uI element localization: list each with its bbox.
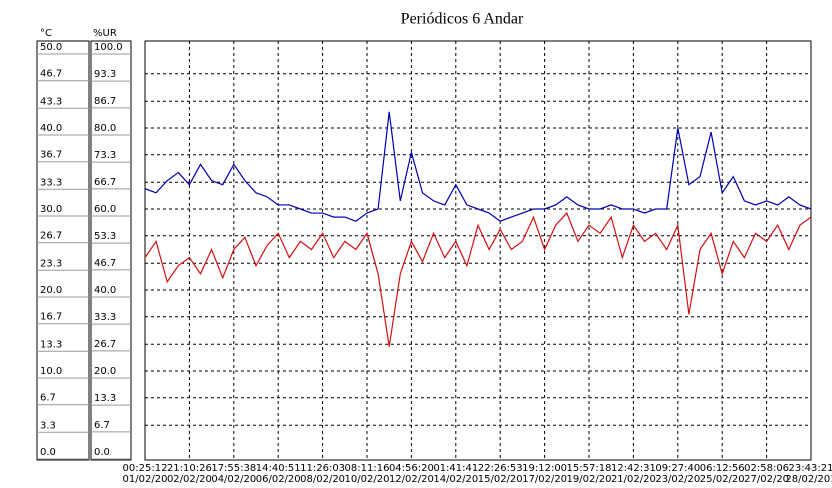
y2-axis-label: %UR <box>93 28 117 39</box>
y-tick-label: 33.3 <box>40 177 62 188</box>
y2-tick-label: 73.3 <box>94 150 116 161</box>
y-tick-label: 0.0 <box>40 447 56 458</box>
x-tick-date: 25/02/20 <box>700 474 745 485</box>
x-tick-label: 02:58:06 <box>744 463 789 474</box>
y-tick-label: 23.3 <box>40 258 62 269</box>
y2-tick-label: 60.0 <box>94 204 116 215</box>
x-tick-label: 11:26:03 <box>300 463 345 474</box>
data-line <box>144 111 812 222</box>
y-tick-label: 13.3 <box>40 339 62 350</box>
x-tick-date: 19/02/20 <box>567 474 612 485</box>
y-tick-label: 10.0 <box>40 366 62 377</box>
plot-frame <box>144 40 812 461</box>
x-tick-date: 15/02/20 <box>478 474 523 485</box>
y2-axis-box <box>90 40 132 461</box>
y2-tick-label: 80.0 <box>94 123 116 134</box>
x-tick-label: 09:27:40 <box>655 463 700 474</box>
x-tick-date: 02/02/20 <box>167 474 212 485</box>
y-tick-label: 26.7 <box>40 231 62 242</box>
y2-tick-label: 26.7 <box>94 339 116 350</box>
x-tick-date: 01/02/20 <box>123 474 168 485</box>
y-tick-label: 43.3 <box>40 96 62 107</box>
x-tick-date: 21/02/20 <box>611 474 656 485</box>
x-tick-date: 04/02/20 <box>211 474 256 485</box>
y-tick-label: 40.0 <box>40 123 62 134</box>
y2-tick-label: 93.3 <box>94 69 116 80</box>
x-tick-date: 27/02/20 <box>744 474 789 485</box>
y2-tick-label: 20.0 <box>94 366 116 377</box>
y-axis-box <box>36 40 90 461</box>
y2-tick-label: 100.0 <box>94 42 123 53</box>
x-tick-label: 17:55:38 <box>211 463 256 474</box>
x-tick-label: 12:42:31 <box>611 463 656 474</box>
x-tick-date: 14/02/20 <box>433 474 478 485</box>
y-axis-label: °C <box>40 28 52 39</box>
x-tick-label: 06:12:56 <box>700 463 745 474</box>
x-tick-date: 06/02/20 <box>256 474 301 485</box>
y2-tick-label: 33.3 <box>94 312 116 323</box>
x-tick-label: 08:11:16 <box>345 463 390 474</box>
y2-tick-label: 53.3 <box>94 231 116 242</box>
y-tick-label: 46.7 <box>40 69 62 80</box>
x-tick-date: 28/02/201 <box>785 474 832 485</box>
y-tick-label: 3.3 <box>40 420 56 431</box>
y2-tick-label: 0.0 <box>94 447 110 458</box>
x-tick-label: 01:41:41 <box>433 463 478 474</box>
x-tick-date: 12/02/20 <box>389 474 434 485</box>
x-tick-date: 08/02/20 <box>300 474 345 485</box>
y2-tick-label: 66.7 <box>94 177 116 188</box>
x-tick-label: 00:25:12 <box>123 463 168 474</box>
x-tick-label: 21:10:26 <box>167 463 212 474</box>
y-tick-label: 16.7 <box>40 312 62 323</box>
x-tick-date: 23/02/20 <box>655 474 700 485</box>
chart-title: Periódicos 6 Andar <box>401 11 524 28</box>
x-tick-date: 17/02/20 <box>522 474 567 485</box>
x-tick-label: 19:12:00 <box>522 463 567 474</box>
y2-tick-label: 46.7 <box>94 258 116 269</box>
y2-tick-label: 40.0 <box>94 285 116 296</box>
y-tick-label: 30.0 <box>40 204 62 215</box>
y-tick-label: 6.7 <box>40 393 56 404</box>
data-line <box>144 211 812 347</box>
x-tick-date: 10/02/20 <box>345 474 390 485</box>
x-tick-label: 22:26:53 <box>478 463 523 474</box>
y2-tick-label: 6.7 <box>94 420 110 431</box>
y-tick-label: 20.0 <box>40 285 62 296</box>
y2-tick-label: 13.3 <box>94 393 116 404</box>
x-tick-label: 15:57:18 <box>567 463 612 474</box>
y-tick-label: 50.0 <box>40 42 62 53</box>
x-tick-label: 14:40:51 <box>256 463 301 474</box>
y2-tick-label: 86.7 <box>94 96 116 107</box>
x-tick-label: 04:56:20 <box>389 463 434 474</box>
x-tick-label: 23:43:21 <box>789 463 832 474</box>
y-tick-label: 36.7 <box>40 150 62 161</box>
